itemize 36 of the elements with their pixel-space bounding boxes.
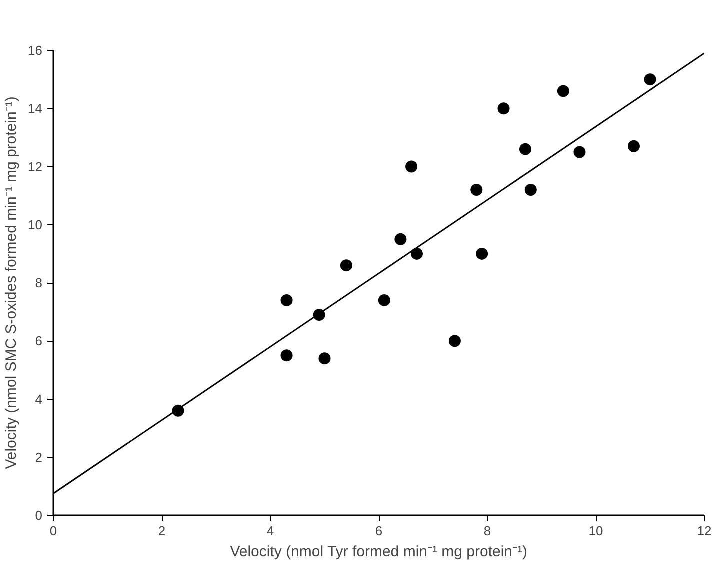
x-tick-label: 12 xyxy=(697,524,712,538)
x-tick-label: 4 xyxy=(266,524,274,538)
point xyxy=(644,74,656,86)
point xyxy=(498,102,510,115)
point xyxy=(280,350,293,362)
y-tick-label: 14 xyxy=(28,101,43,116)
x-axis-title: Velocity (nmol Tyr formed min⁻¹ mg protein⁻¹) xyxy=(230,544,528,560)
point xyxy=(378,294,390,306)
y-tick-label: 12 xyxy=(28,159,43,174)
y-tick-label: 16 xyxy=(28,43,43,58)
x-tick-label: 6 xyxy=(375,524,383,538)
point xyxy=(524,184,537,196)
point xyxy=(519,143,532,156)
y-tick-label: 10 xyxy=(28,217,43,232)
y-tick-label: 2 xyxy=(35,450,43,465)
point xyxy=(476,248,488,260)
y-axis-title: Velocity (nmol SMC S-oxides formed min⁻¹ mg protein⁻¹) xyxy=(3,96,20,470)
y-tick-label: 4 xyxy=(35,392,43,407)
y-tick-label: 0 xyxy=(35,508,43,523)
x-tick-label: 10 xyxy=(588,524,604,538)
x-tick-label: 2 xyxy=(158,524,166,538)
point xyxy=(280,294,293,306)
point xyxy=(448,335,461,348)
x-tick-label: 0 xyxy=(50,524,58,538)
point xyxy=(394,233,407,246)
point xyxy=(406,160,418,173)
point xyxy=(410,248,423,260)
x-tick-label: 8 xyxy=(484,524,492,538)
point xyxy=(470,184,483,196)
point xyxy=(557,85,570,98)
y-tick-label: 8 xyxy=(35,276,43,290)
point xyxy=(318,352,331,365)
point xyxy=(628,140,640,152)
y-tick-label: 6 xyxy=(35,334,43,349)
point xyxy=(574,146,586,158)
point xyxy=(340,260,352,272)
